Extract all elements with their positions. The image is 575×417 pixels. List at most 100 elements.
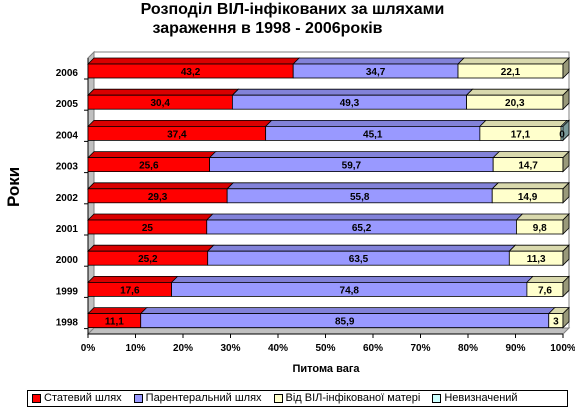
data-label: 45,1 [363, 129, 383, 140]
bar-side-face [562, 213, 570, 235]
x-axis-label: Питома вага [292, 363, 360, 375]
data-label: 29,3 [148, 192, 168, 203]
x-tick-label: 10% [125, 343, 145, 354]
bar-top-face [205, 213, 524, 221]
y-tick-label: 2003 [56, 162, 79, 173]
bar-side-face [562, 244, 570, 267]
bar-top-face [87, 182, 235, 190]
plot-floor [86, 327, 571, 335]
bar-top-face [515, 213, 570, 221]
legend-swatch [273, 394, 283, 403]
x-tick-label: 40% [268, 343, 288, 354]
data-label: 37,4 [167, 129, 187, 140]
bar-side-face [562, 306, 570, 329]
bar-top-face [87, 88, 240, 96]
legend-swatch [133, 394, 143, 403]
bar-top-face [231, 88, 474, 96]
data-labels: 43,2 34,7 22,1 30,4 49,3 20,3 37,4 45,1 17,1 0 25,… [105, 67, 565, 328]
bar-top-face [465, 88, 570, 96]
y-tick-label: 2002 [56, 193, 79, 204]
data-label: 59,7 [342, 161, 362, 172]
bar-side-face [562, 150, 570, 173]
bar-series [87, 57, 570, 329]
y-tick-label: 2005 [56, 99, 79, 110]
x-tick-label: 20% [173, 343, 193, 354]
bar-top-face [208, 151, 501, 159]
bar-top-face [492, 151, 570, 159]
y-tick-label: 2001 [56, 224, 79, 235]
bar-top-face [508, 244, 570, 252]
legend-label: Від ВІЛ-інфікованої матері [285, 392, 421, 404]
x-tick-label: 100% [550, 343, 575, 354]
bar-side-face [562, 181, 570, 204]
bar-side-face [562, 275, 570, 298]
data-label: 7,6 [538, 285, 552, 296]
x-tick-label: 70% [410, 343, 430, 354]
bar-top-face [87, 213, 214, 221]
legend-swatch [32, 394, 41, 403]
bar-top-face [264, 120, 487, 127]
chart-title-line-2: зараження в 1998 - 2006років [152, 20, 383, 37]
legend-label: Невизначений [444, 392, 518, 404]
bar-top-face [292, 57, 465, 65]
legend-item: Парентеральний шлях [133, 391, 262, 406]
legend-swatch [432, 394, 442, 403]
data-label: 85,9 [335, 317, 355, 328]
data-label: 30,4 [150, 98, 170, 109]
legend-label: Статевий шлях [44, 392, 122, 404]
data-label: 25,2 [138, 254, 158, 265]
data-label: 25 [142, 223, 154, 234]
bar-top-face [87, 275, 179, 283]
data-label: 55,8 [350, 192, 370, 203]
x-tick-label: 50% [315, 343, 335, 354]
data-label: 9,8 [533, 223, 547, 234]
chart-title-line-1: Розподіл ВІЛ-інфікованих за шляхами [140, 1, 445, 18]
bar-top-face [87, 151, 217, 159]
data-label: 14,7 [518, 161, 538, 172]
data-label: 17,1 [511, 129, 531, 140]
data-label: 17,6 [120, 285, 140, 296]
bar-top-face [457, 57, 570, 65]
data-label: 65,2 [352, 223, 372, 234]
chart-title: Розподіл ВІЛ-інфікованих за шляхами зара… [0, 0, 575, 44]
bar-top-face [87, 244, 215, 252]
data-label: 43,2 [181, 67, 201, 78]
data-label: 34,7 [366, 67, 386, 78]
bar-side-face [562, 57, 570, 79]
data-label: 63,5 [349, 254, 369, 265]
data-label: 3 [553, 317, 559, 328]
x-tick-label: 60% [363, 343, 383, 354]
chart-legend: Статевий шлях Парентеральний шлях Від ВІЛ-… [27, 390, 568, 407]
data-label: 49,3 [340, 98, 360, 109]
bar-side-face [562, 88, 570, 111]
x-tick-label: 80% [458, 343, 478, 354]
axis-ticks: 0% 10% 20% 30% 40% 50% 60% 70% 80% 90% 100% 2006 200… [56, 68, 575, 354]
legend-label: Парентеральний шлях [145, 392, 262, 404]
bar-top-face [478, 120, 569, 127]
y-tick-label: 1998 [56, 318, 79, 329]
y-tick-label: 2006 [56, 68, 79, 79]
bar-top-face [87, 57, 301, 65]
bar-top-face [206, 244, 517, 252]
y-tick-label: 1999 [56, 286, 79, 297]
data-label: 25,6 [139, 161, 159, 172]
bar-top-face [491, 182, 570, 190]
legend-item: Від ВІЛ-інфікованої матері [273, 391, 421, 406]
legend-item: Статевий шлях [32, 391, 122, 406]
data-label: 14,9 [518, 192, 538, 203]
data-label: 22,1 [501, 67, 521, 78]
y-tick-label: 2000 [56, 255, 79, 266]
bar-side-face [562, 119, 570, 142]
bar-top-face [87, 307, 148, 315]
data-label: 20,3 [505, 98, 525, 109]
data-label: 0 [559, 129, 565, 140]
data-label: 74,8 [340, 285, 360, 296]
y-tick-label: 2004 [56, 130, 79, 141]
bar-top-face [226, 182, 500, 190]
data-label: 11,1 [105, 317, 124, 328]
bar-top-face [170, 275, 534, 283]
bar-top-face [525, 275, 570, 283]
bar-top-face [139, 307, 556, 315]
x-tick-label: 30% [220, 343, 240, 354]
